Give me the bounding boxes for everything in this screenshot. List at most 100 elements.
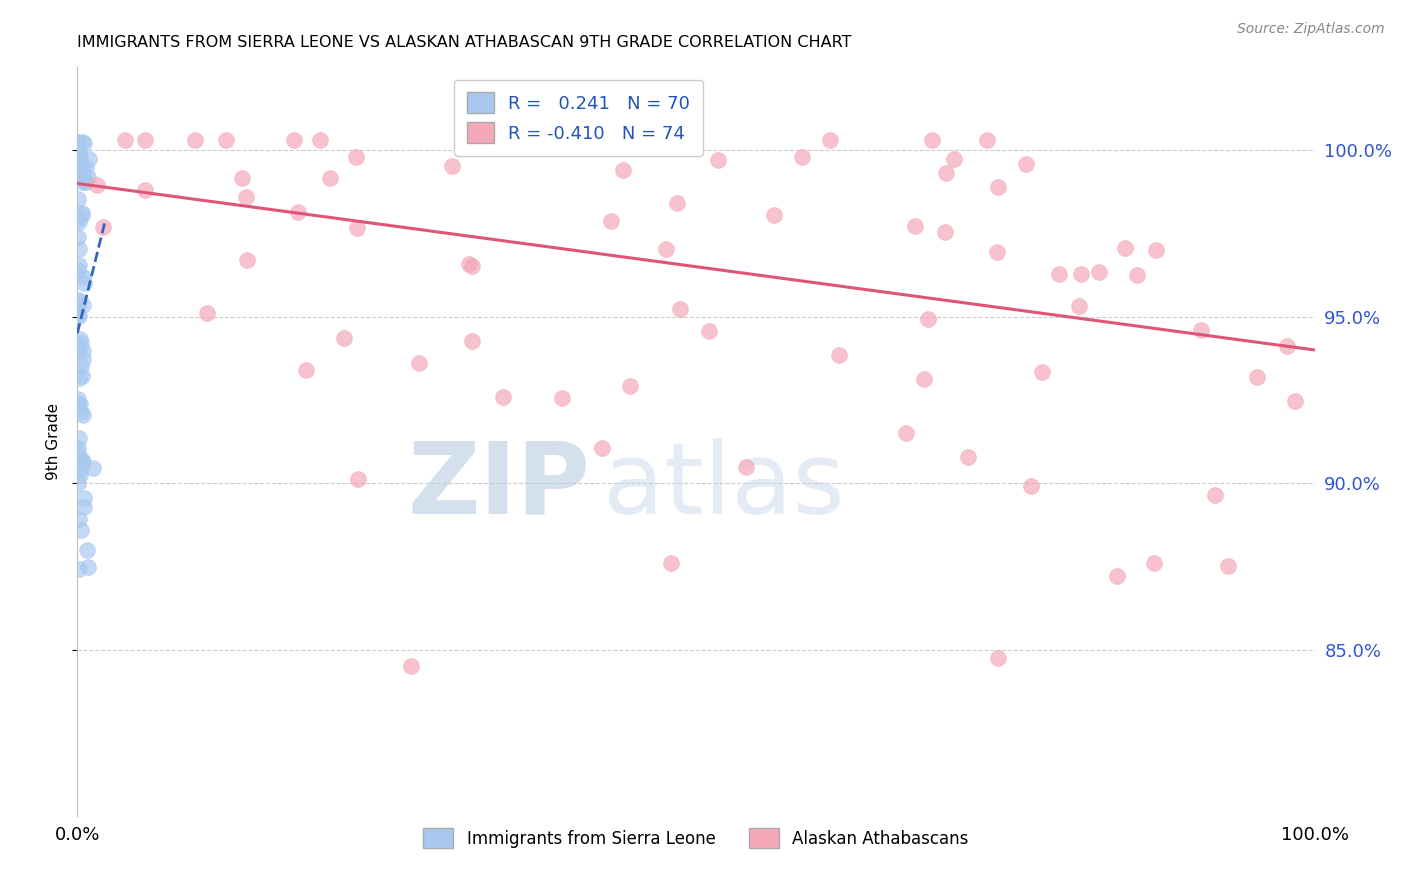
Point bbox=[1014, 157, 1036, 171]
Point bbox=[66, 154, 89, 169]
Point bbox=[69, 170, 91, 185]
Point bbox=[76, 543, 98, 558]
Point bbox=[1070, 267, 1092, 281]
Point bbox=[66, 192, 89, 206]
Point bbox=[309, 133, 332, 147]
Point bbox=[77, 170, 100, 185]
Point bbox=[441, 159, 464, 173]
Point bbox=[114, 133, 136, 147]
Point bbox=[669, 301, 692, 316]
Point bbox=[70, 165, 93, 179]
Point bbox=[134, 184, 156, 198]
Point bbox=[72, 208, 94, 222]
Point bbox=[344, 150, 367, 164]
Point bbox=[66, 230, 89, 244]
Point bbox=[231, 171, 253, 186]
Point bbox=[72, 491, 94, 505]
Point bbox=[1019, 479, 1042, 493]
Point bbox=[69, 153, 91, 168]
Point bbox=[1275, 339, 1298, 353]
Point bbox=[73, 174, 96, 188]
Point bbox=[215, 133, 238, 147]
Point bbox=[70, 166, 93, 180]
Point bbox=[896, 426, 918, 441]
Point bbox=[72, 455, 94, 469]
Point bbox=[69, 468, 91, 483]
Point bbox=[987, 180, 1010, 194]
Point bbox=[1069, 299, 1091, 313]
Y-axis label: 9th Grade: 9th Grade bbox=[45, 403, 60, 480]
Point bbox=[66, 153, 89, 167]
Point bbox=[401, 659, 423, 673]
Point bbox=[70, 524, 93, 538]
Point bbox=[195, 305, 218, 319]
Point bbox=[735, 460, 758, 475]
Point bbox=[67, 562, 90, 576]
Point bbox=[1143, 556, 1166, 570]
Point bbox=[818, 133, 841, 147]
Point bbox=[75, 175, 97, 189]
Text: IMMIGRANTS FROM SIERRA LEONE VS ALASKAN ATHABASCAN 9TH GRADE CORRELATION CHART: IMMIGRANTS FROM SIERRA LEONE VS ALASKAN … bbox=[77, 36, 852, 51]
Legend: Immigrants from Sierra Leone, Alaskan Athabascans: Immigrants from Sierra Leone, Alaskan At… bbox=[416, 822, 976, 855]
Point bbox=[655, 243, 678, 257]
Point bbox=[935, 166, 957, 180]
Point bbox=[1284, 393, 1306, 408]
Point bbox=[408, 356, 430, 370]
Point bbox=[904, 219, 927, 234]
Point bbox=[91, 219, 114, 234]
Point bbox=[1114, 241, 1136, 255]
Point bbox=[1126, 268, 1149, 282]
Text: atlas: atlas bbox=[603, 438, 845, 535]
Point bbox=[828, 348, 851, 362]
Point bbox=[66, 145, 89, 160]
Point bbox=[66, 136, 89, 150]
Point bbox=[957, 450, 980, 464]
Point bbox=[987, 650, 1010, 665]
Point bbox=[82, 461, 104, 475]
Point bbox=[70, 453, 93, 467]
Point bbox=[550, 391, 572, 405]
Point bbox=[1144, 243, 1167, 257]
Point bbox=[492, 390, 515, 404]
Point bbox=[70, 135, 93, 149]
Text: Source: ZipAtlas.com: Source: ZipAtlas.com bbox=[1237, 22, 1385, 37]
Point bbox=[66, 298, 89, 312]
Point bbox=[707, 153, 730, 167]
Point bbox=[235, 190, 257, 204]
Point bbox=[665, 195, 688, 210]
Point bbox=[612, 162, 634, 177]
Point bbox=[69, 371, 91, 385]
Point bbox=[66, 308, 89, 322]
Point bbox=[346, 221, 368, 235]
Point bbox=[697, 324, 720, 338]
Point bbox=[67, 151, 90, 165]
Point bbox=[72, 408, 94, 422]
Point bbox=[73, 276, 96, 290]
Point bbox=[461, 334, 484, 348]
Point bbox=[917, 311, 939, 326]
Point bbox=[1088, 265, 1111, 279]
Point bbox=[319, 171, 342, 186]
Point bbox=[66, 392, 89, 407]
Point bbox=[986, 245, 1008, 260]
Point bbox=[1216, 559, 1239, 574]
Point bbox=[75, 161, 97, 175]
Point bbox=[86, 178, 108, 192]
Point bbox=[67, 242, 90, 256]
Point bbox=[66, 446, 89, 460]
Point bbox=[1189, 323, 1212, 337]
Point bbox=[69, 460, 91, 475]
Point bbox=[70, 359, 93, 373]
Point bbox=[134, 133, 156, 147]
Point bbox=[934, 225, 956, 239]
Point bbox=[67, 342, 90, 356]
Point bbox=[72, 344, 94, 359]
Point bbox=[69, 397, 91, 411]
Point bbox=[70, 405, 93, 419]
Point bbox=[790, 150, 813, 164]
Point bbox=[69, 335, 91, 350]
Point bbox=[67, 453, 90, 467]
Point bbox=[69, 153, 91, 168]
Point bbox=[66, 211, 89, 226]
Point bbox=[67, 442, 90, 456]
